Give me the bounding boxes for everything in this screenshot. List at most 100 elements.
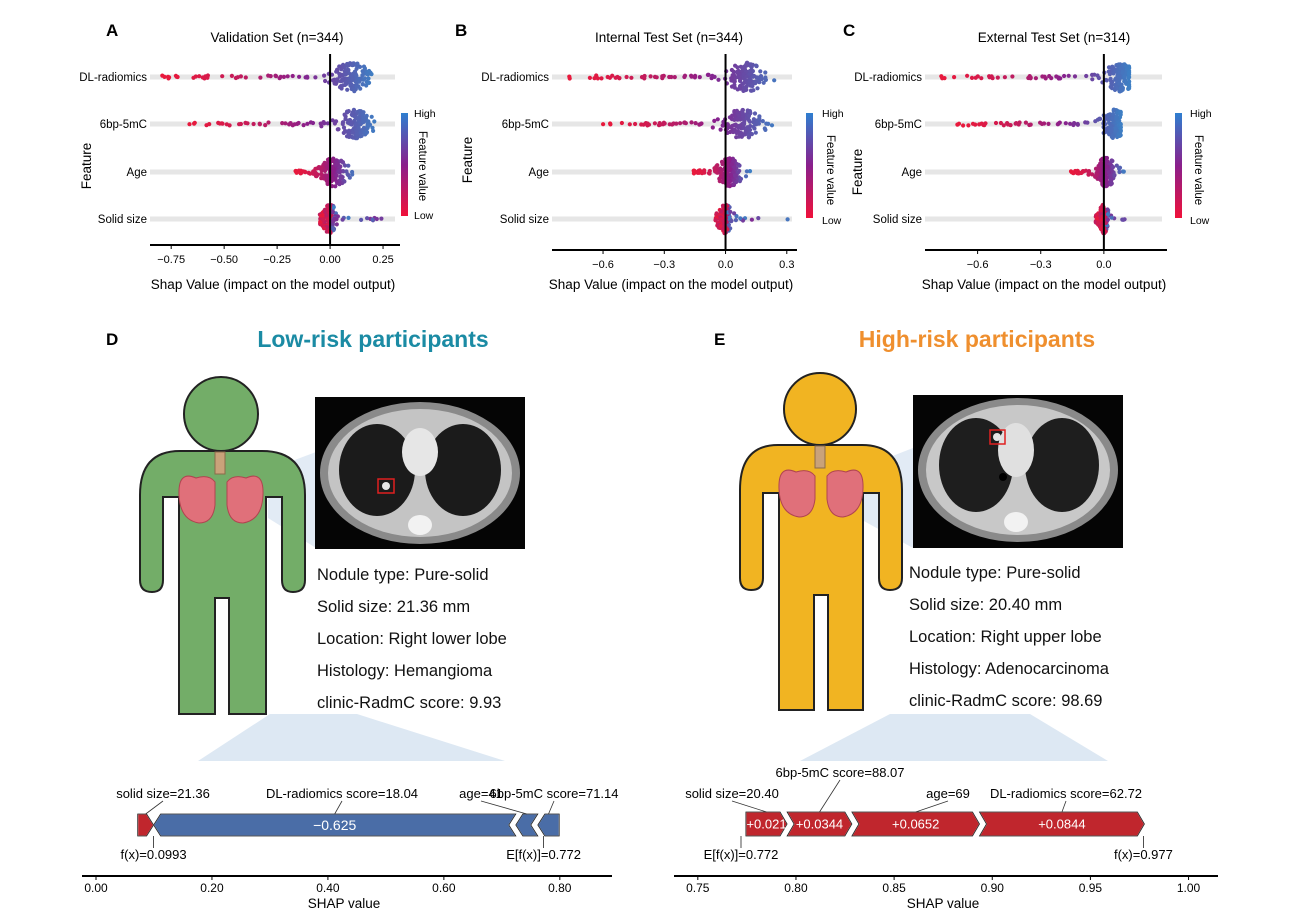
data-point bbox=[362, 76, 367, 81]
feature-label: Solid size bbox=[98, 214, 147, 226]
data-point bbox=[712, 118, 717, 123]
data-point bbox=[1117, 133, 1122, 138]
high-risk-nodule-type: Nodule type: Pure-solid bbox=[909, 564, 1081, 582]
data-point bbox=[1066, 73, 1071, 78]
data-point bbox=[733, 122, 738, 127]
data-point bbox=[734, 130, 739, 136]
data-point bbox=[989, 74, 994, 79]
colorbar-high-label: High bbox=[414, 108, 436, 120]
force-segment bbox=[537, 813, 560, 837]
data-point bbox=[735, 87, 740, 92]
high-risk-histology: Histology: Adenocarcinoma bbox=[909, 660, 1109, 678]
data-point bbox=[374, 216, 379, 222]
data-point bbox=[646, 122, 652, 127]
data-point bbox=[197, 74, 202, 79]
data-point bbox=[1105, 159, 1110, 164]
data-point bbox=[710, 125, 715, 130]
data-point bbox=[1090, 72, 1095, 77]
feature-label: DL-radiomics bbox=[481, 72, 549, 84]
force-label-pointer bbox=[915, 800, 949, 813]
data-point bbox=[752, 111, 758, 116]
data-point bbox=[769, 123, 775, 128]
data-point bbox=[357, 77, 362, 82]
data-point bbox=[367, 68, 372, 74]
data-point bbox=[608, 121, 613, 126]
force-segment-value: +0.0344 bbox=[796, 817, 843, 832]
data-point bbox=[337, 168, 342, 174]
data-point bbox=[693, 121, 698, 126]
data-point bbox=[359, 217, 364, 222]
data-point bbox=[366, 119, 371, 125]
data-point bbox=[341, 125, 347, 130]
data-point bbox=[301, 123, 306, 128]
data-point bbox=[229, 73, 234, 78]
data-point bbox=[592, 76, 597, 81]
data-point bbox=[322, 73, 327, 78]
data-point bbox=[1028, 75, 1033, 80]
feature-label: 6bp-5mC bbox=[502, 119, 549, 131]
data-point bbox=[735, 65, 740, 70]
data-point bbox=[263, 123, 268, 128]
data-point bbox=[755, 75, 761, 80]
data-point bbox=[720, 180, 726, 185]
data-point bbox=[733, 218, 739, 223]
data-point bbox=[204, 123, 209, 128]
low-risk-score: clinic-RadmC score: 9.93 bbox=[317, 694, 502, 712]
force-feature-label: DL-radiomics score=62.72 bbox=[990, 786, 1142, 801]
data-point bbox=[1023, 120, 1028, 125]
force-feature-label: 6bp-5mC score=88.07 bbox=[776, 765, 905, 780]
high-risk-info: Nodule type: Pure-solid Solid size: 20.4… bbox=[909, 557, 1109, 717]
data-point bbox=[273, 73, 278, 78]
data-point bbox=[648, 74, 653, 79]
data-point bbox=[763, 75, 768, 80]
data-point bbox=[714, 211, 719, 216]
data-point bbox=[961, 123, 966, 128]
data-point bbox=[1110, 165, 1116, 170]
data-point bbox=[1106, 170, 1111, 175]
data-point bbox=[187, 122, 192, 127]
data-point bbox=[330, 78, 335, 83]
force-segment-outline bbox=[786, 811, 853, 837]
data-point bbox=[1098, 226, 1104, 232]
force-plot-projection-high bbox=[800, 714, 1108, 761]
data-point bbox=[305, 121, 310, 126]
data-point bbox=[266, 73, 271, 78]
data-point bbox=[349, 121, 354, 126]
data-point bbox=[162, 74, 167, 79]
x-axis-label: Shap Value (impact on the model output) bbox=[151, 277, 395, 292]
colorbar-low-label: Low bbox=[1190, 215, 1210, 227]
data-point bbox=[756, 216, 761, 221]
data-point bbox=[343, 72, 348, 77]
data-point bbox=[966, 123, 971, 128]
data-point bbox=[748, 88, 754, 93]
colorbar-title: Feature value bbox=[824, 135, 836, 205]
data-point bbox=[940, 76, 945, 81]
data-point bbox=[749, 62, 754, 68]
data-point bbox=[220, 74, 225, 79]
data-point bbox=[1104, 183, 1109, 188]
data-point bbox=[624, 74, 629, 80]
x-tick-label: 0.0 bbox=[718, 259, 733, 271]
x-tick-label: −0.6 bbox=[967, 259, 989, 271]
data-point bbox=[746, 113, 752, 118]
data-point bbox=[1108, 129, 1114, 134]
data-point bbox=[350, 130, 355, 135]
data-point bbox=[1118, 86, 1123, 91]
data-point bbox=[757, 116, 762, 121]
data-point bbox=[689, 74, 694, 79]
x-tick-label: 0.40 bbox=[316, 881, 340, 895]
force-segment bbox=[137, 813, 155, 837]
x-tick-label: 0.75 bbox=[686, 881, 710, 895]
data-point bbox=[257, 122, 262, 127]
data-point bbox=[1040, 74, 1045, 79]
data-point bbox=[975, 74, 980, 79]
data-point bbox=[755, 86, 760, 91]
x-tick-label: 0.00 bbox=[84, 881, 108, 895]
data-point bbox=[290, 123, 295, 128]
data-point bbox=[652, 121, 658, 126]
data-point bbox=[750, 83, 755, 89]
data-point bbox=[731, 170, 736, 175]
data-point bbox=[738, 176, 744, 181]
data-point bbox=[1084, 73, 1089, 79]
data-point bbox=[652, 74, 658, 79]
